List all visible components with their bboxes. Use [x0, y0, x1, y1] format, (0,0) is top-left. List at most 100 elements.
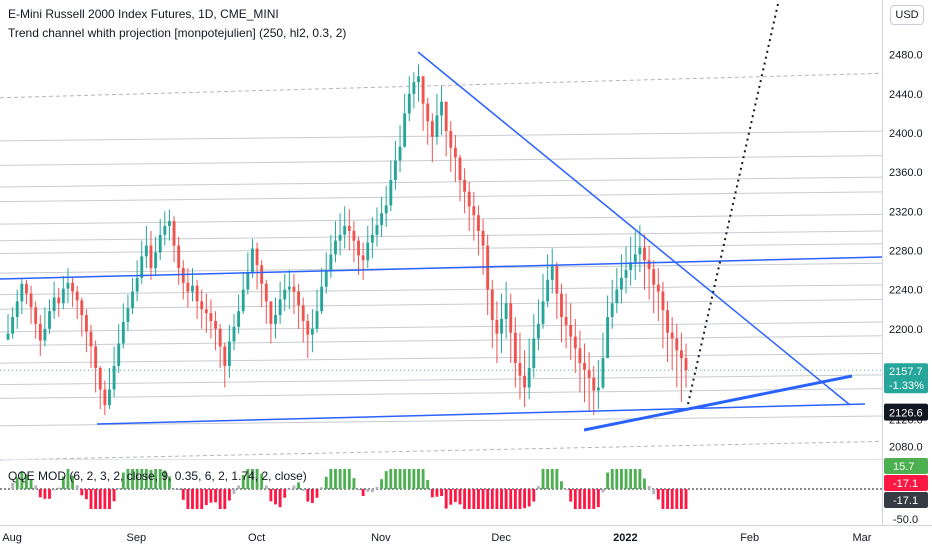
candle — [536, 299, 540, 351]
candle-body — [370, 234, 374, 243]
candle-body — [347, 225, 351, 231]
time-tick-label: Dec — [491, 532, 511, 544]
candle-body — [647, 260, 651, 270]
channel-line — [0, 415, 883, 427]
candle — [274, 297, 277, 339]
candle-body — [200, 301, 204, 310]
qqe-bar — [324, 476, 328, 489]
candle — [287, 270, 291, 310]
qqe-bar — [260, 473, 264, 489]
candle-body — [592, 377, 596, 391]
candle — [144, 225, 148, 269]
candle — [578, 330, 582, 393]
candle — [361, 242, 365, 280]
candle-body — [251, 248, 254, 273]
candle-body — [264, 283, 268, 302]
candle-body — [463, 179, 467, 192]
qqe-bar — [467, 489, 471, 509]
candle — [513, 317, 517, 388]
candle — [297, 283, 301, 329]
symbol-legend[interactable]: E-Mini Russell 2000 Index Futures, 1D, C… — [8, 7, 279, 21]
candle-body — [98, 367, 102, 390]
currency-button[interactable]: USD — [890, 5, 924, 25]
qqe-bar — [255, 469, 259, 489]
candle-body — [633, 254, 637, 263]
price-tick-label: 2400.0 — [889, 128, 923, 140]
candle-body — [472, 206, 476, 216]
projection-dotted-line — [687, 3, 779, 405]
qqe-bar — [684, 489, 688, 509]
candle — [108, 367, 111, 410]
candle — [679, 332, 683, 403]
candle — [52, 281, 56, 319]
candle-body — [94, 346, 98, 368]
candle-body — [306, 320, 310, 335]
candle — [251, 238, 254, 278]
qqe-bar — [297, 482, 301, 489]
candle-body — [615, 289, 619, 304]
qqe-bar — [214, 489, 217, 503]
candle — [573, 318, 577, 373]
candle-body — [606, 317, 610, 359]
candle-body — [29, 293, 33, 308]
candle — [343, 206, 347, 249]
qqe-bar — [15, 477, 19, 489]
candle-body — [195, 285, 199, 302]
qqe-bar — [338, 469, 342, 489]
candle — [453, 134, 457, 182]
candle-body — [380, 213, 384, 226]
qqe-bar — [430, 489, 434, 498]
candle-body — [435, 115, 439, 137]
qqe-bar — [513, 489, 517, 509]
candle — [38, 315, 42, 357]
qqe-bar — [232, 489, 236, 494]
candle-body — [486, 245, 490, 290]
candle-body — [527, 367, 531, 388]
qqe-bar — [440, 489, 443, 496]
qqe-bar — [343, 469, 347, 489]
qqe-histogram: 15.7 -17.1 -17.1 -50.0 — [0, 458, 928, 526]
qqe-badge-value: -17.1 — [893, 495, 918, 507]
channel-line — [0, 130, 883, 142]
qqe-bar — [532, 489, 536, 502]
price-badge-bg — [884, 363, 928, 394]
candle — [601, 332, 605, 390]
candle — [204, 293, 208, 333]
candle-body — [297, 291, 301, 306]
candle — [315, 289, 319, 333]
candle — [629, 236, 633, 286]
candle — [610, 279, 614, 329]
candle — [384, 185, 388, 227]
candle — [546, 254, 550, 308]
qqe-bar — [398, 469, 402, 489]
candle-body — [444, 101, 448, 132]
candle — [34, 301, 38, 339]
qqe-bar — [453, 489, 457, 502]
candle — [237, 294, 241, 334]
qqe-bar — [421, 469, 425, 489]
candle — [606, 295, 610, 359]
candle — [43, 307, 47, 347]
midline-trendline — [0, 256, 883, 280]
qqe-bar — [472, 489, 476, 509]
channel-line — [0, 176, 883, 188]
candle-body — [638, 247, 642, 255]
qqe-bar — [34, 485, 38, 489]
price-badge-bg — [884, 403, 928, 421]
candle-body — [269, 301, 273, 324]
candle — [172, 216, 176, 263]
candle-body — [523, 375, 527, 388]
candle-body — [684, 358, 688, 371]
qqe-bar — [495, 489, 499, 509]
candle — [633, 230, 637, 280]
oscillator-legend[interactable]: QQE MOD (6, 2, 3, 2, close, 9, 0.35, 6, … — [8, 469, 307, 483]
qqe-bar — [177, 489, 181, 490]
qqe-bar — [301, 489, 305, 492]
candle-body — [421, 76, 425, 104]
candle-body — [301, 305, 305, 321]
candle — [158, 219, 162, 261]
candle — [163, 211, 167, 246]
candle — [301, 297, 305, 343]
indicator-legend[interactable]: Trend channel whith projection [monpotej… — [8, 26, 347, 40]
